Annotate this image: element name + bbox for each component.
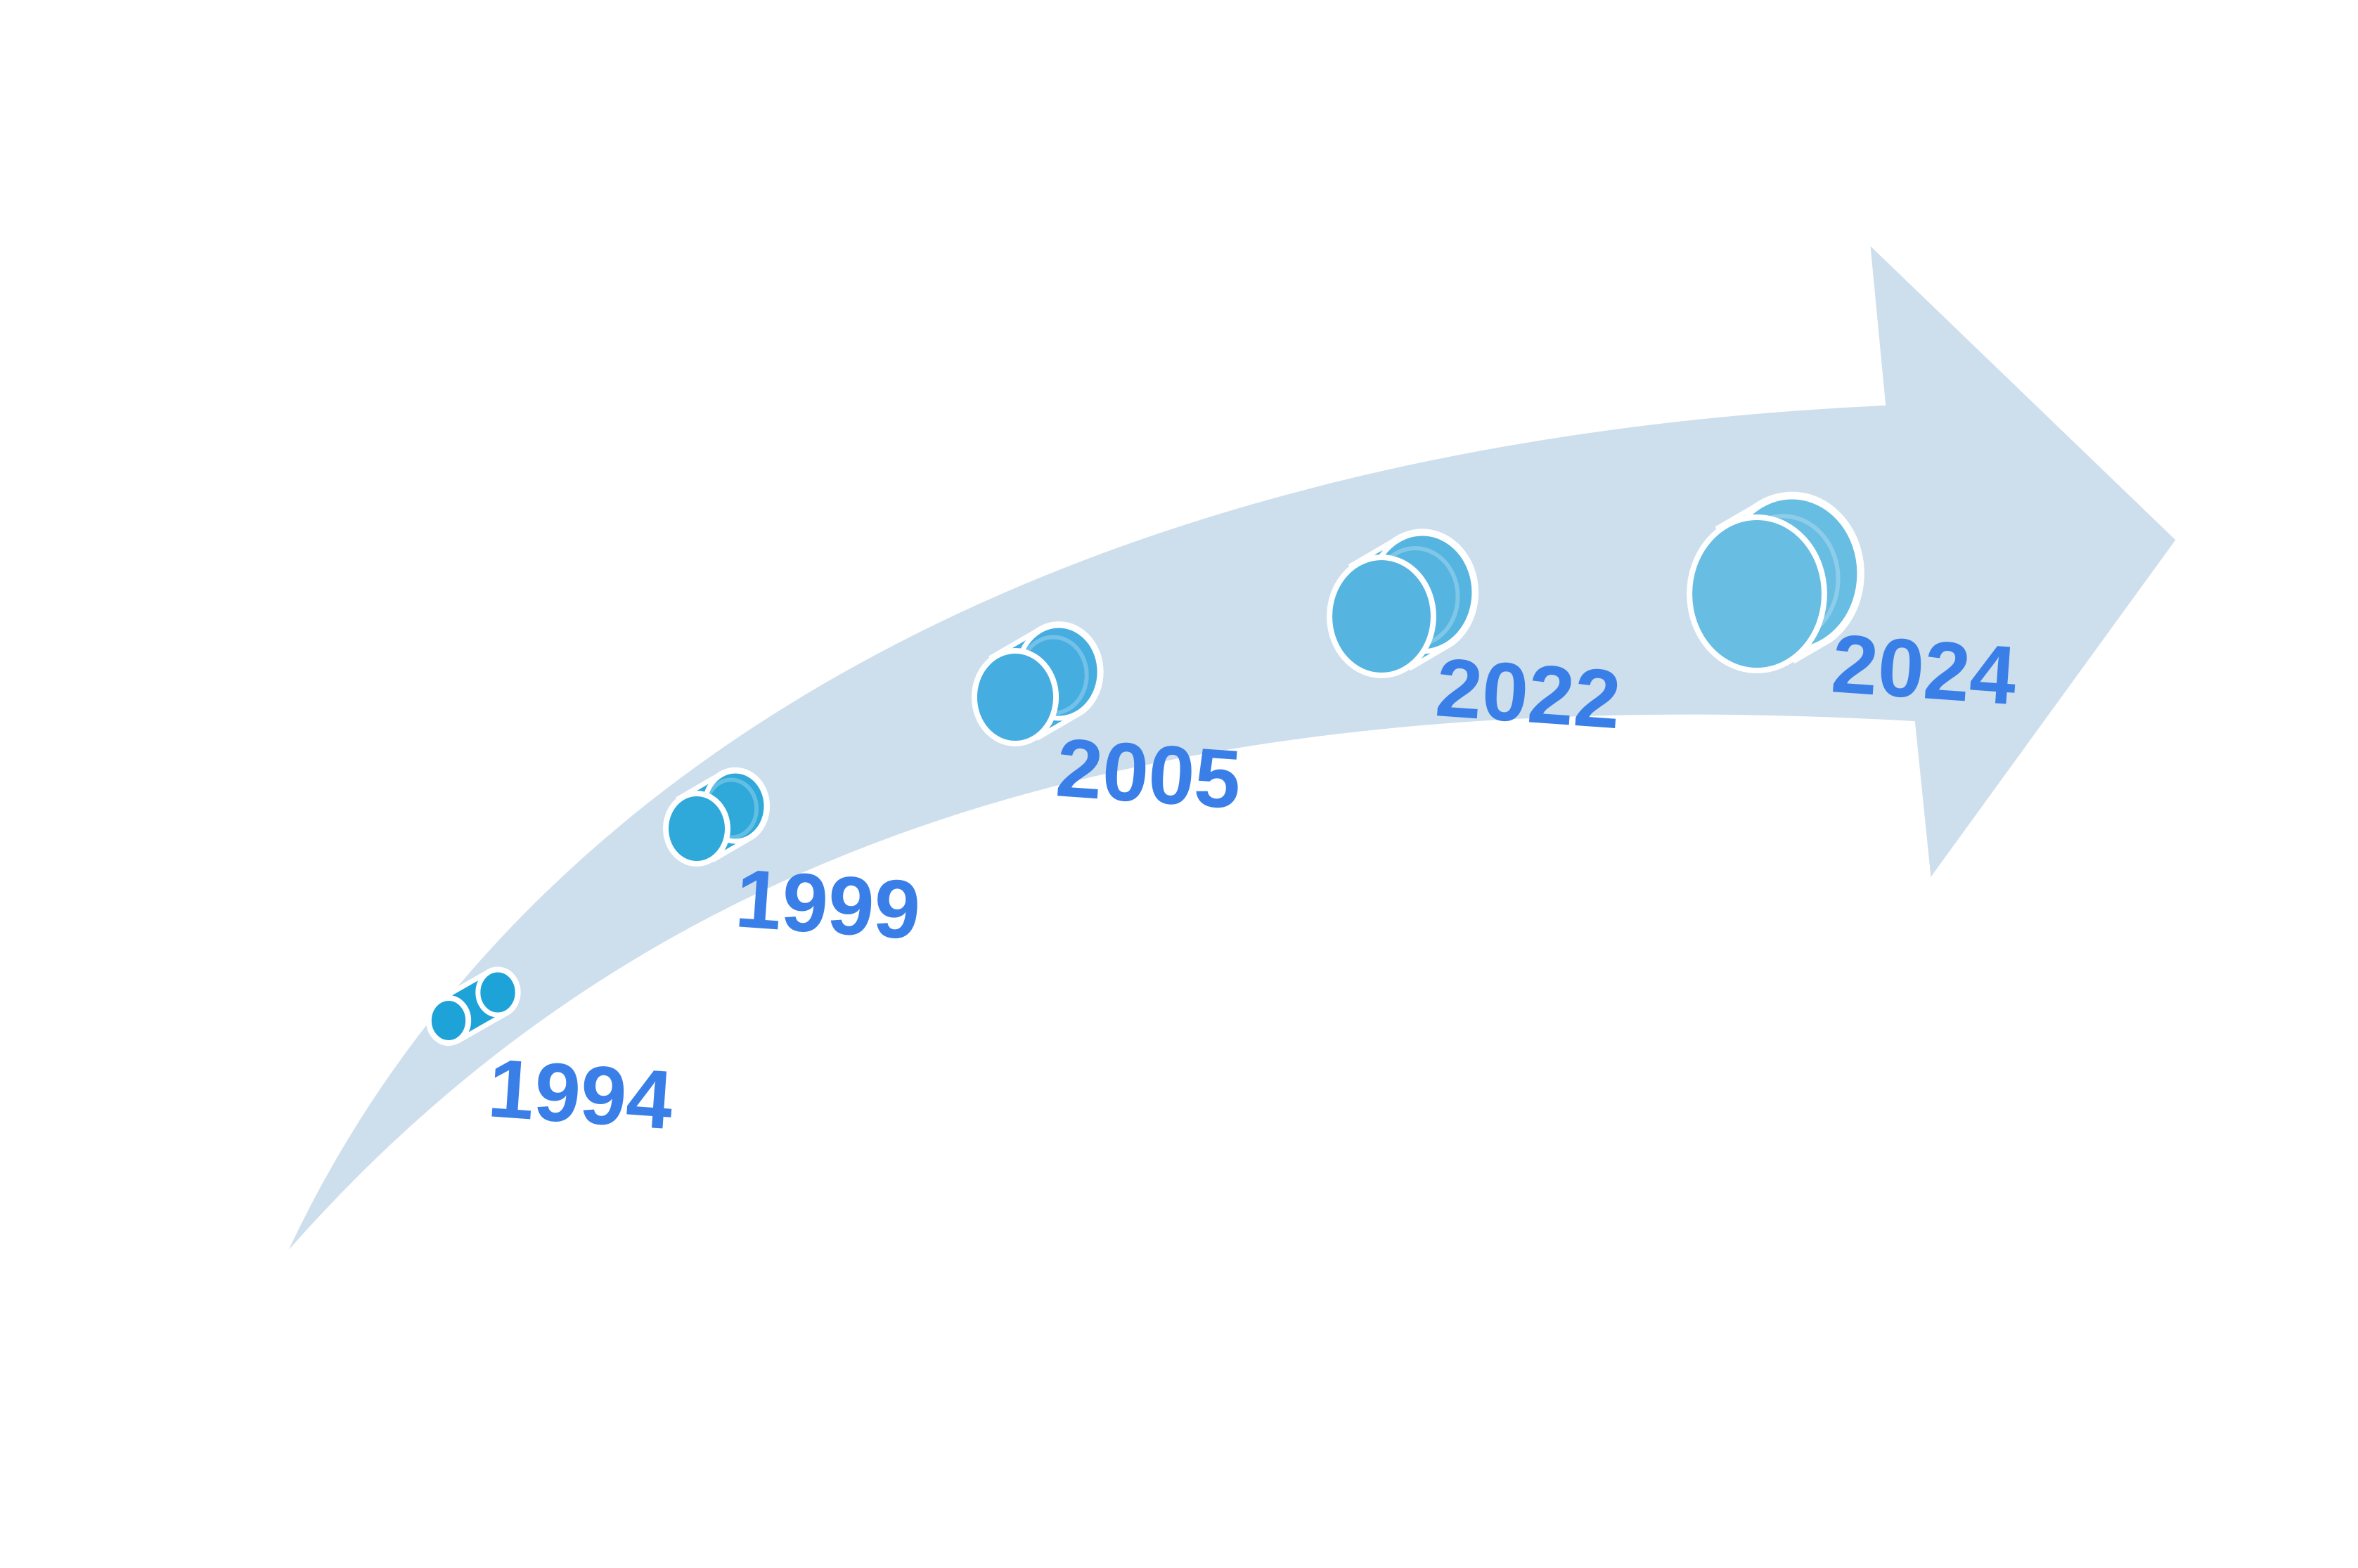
year-label-1999: 1999 [733, 852, 923, 957]
milestones: 1994 1999 2005 2022 2024 [425, 491, 2019, 1147]
milestone-2022: 2022 [1327, 529, 1623, 746]
growth-arrow [282, 238, 2179, 1259]
milestone-2024: 2024 [1687, 491, 2019, 723]
cylinder-front-icon [1687, 514, 1827, 673]
cylinder-front-icon [425, 995, 472, 1046]
year-label-2024: 2024 [1829, 617, 2019, 723]
cylinder-front-icon [663, 791, 730, 867]
milestone-1994: 1994 [425, 966, 676, 1147]
cylinder-front-icon [1327, 555, 1436, 678]
year-label-1994: 1994 [485, 1042, 676, 1147]
year-label-2005: 2005 [1053, 721, 1244, 827]
milestone-1999: 1999 [663, 767, 923, 957]
year-label-2022: 2022 [1433, 641, 1623, 746]
cylinder-back-icon [475, 967, 520, 1018]
milestone-2005: 2005 [971, 621, 1244, 827]
cylinder-front-icon [971, 648, 1059, 746]
